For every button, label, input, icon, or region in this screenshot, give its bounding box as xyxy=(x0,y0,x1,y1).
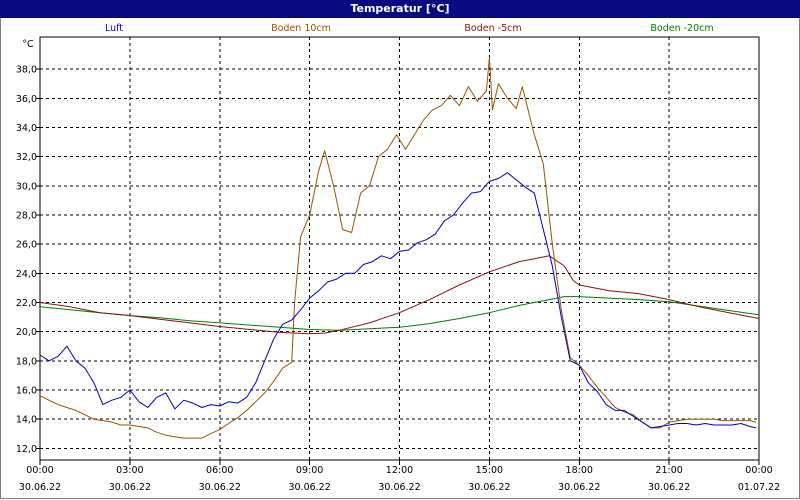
y-tick-label: 30,0 xyxy=(16,181,37,192)
y-tick-label: 22,0 xyxy=(16,298,37,309)
x-tick-label-date: 30.06.22 xyxy=(288,482,330,493)
chart-title: Temperatur [°C] xyxy=(0,0,800,18)
x-tick-label-time: 12:00 xyxy=(386,465,413,476)
y-tick-label: 18,0 xyxy=(16,356,37,367)
series-line-boden-5cm xyxy=(39,255,760,335)
y-tick-label: 26,0 xyxy=(16,240,37,251)
legend-item-luft: Luft xyxy=(105,23,123,34)
y-tick-label: 14,0 xyxy=(16,415,37,426)
y-tick-label: 24,0 xyxy=(16,269,37,280)
x-tick-label-date: 30.06.22 xyxy=(109,482,151,493)
y-tick-label: 28,0 xyxy=(16,210,37,221)
x-tick-label-date: 30.06.22 xyxy=(648,482,690,493)
x-tick-label-time: 09:00 xyxy=(296,465,323,476)
legend-item-boden-5cm: Boden -5cm xyxy=(464,23,521,34)
x-tick-label-time: 03:00 xyxy=(116,465,143,476)
x-tick-label-time: 00:00 xyxy=(745,465,772,476)
x-tick-label-date: 30.06.22 xyxy=(558,482,600,493)
grid-lines xyxy=(40,37,759,460)
y-tick-labels: 12,0 14,0 16,0 18,0 20,0 22,0 24,0 26,0 28,0 30,0… xyxy=(16,39,37,455)
y-tick-label: 12,0 xyxy=(16,444,37,455)
x-tick-label-time: 00:00 xyxy=(26,465,53,476)
y-tick-label: 20,0 xyxy=(16,327,37,338)
y-tick-label: 16,0 xyxy=(16,385,37,396)
axes xyxy=(36,36,760,465)
y-tick-label: 38,0 xyxy=(16,65,37,76)
series-lines xyxy=(39,56,760,439)
series-line-luft xyxy=(39,172,757,429)
x-tick-label-time: 21:00 xyxy=(655,465,682,476)
x-tick-label-date: 30.06.22 xyxy=(378,482,420,493)
y-tick-label: 32,0 xyxy=(16,152,37,163)
x-tick-label-date: 30.06.22 xyxy=(468,482,510,493)
y-tick-label: 36,0 xyxy=(16,94,37,105)
x-tick-label-time: 15:00 xyxy=(476,465,503,476)
x-tick-label-time: 18:00 xyxy=(566,465,593,476)
x-tick-label-date: 30.06.22 xyxy=(199,482,241,493)
x-tick-label-date: 01.07.22 xyxy=(738,482,780,493)
x-tick-label-time: 06:00 xyxy=(206,465,233,476)
x-tick-labels: 00:00 30.06.22 03:00 30.06.22 06:00 30.06.22 0… xyxy=(19,465,780,493)
chart-frame: 12,0 14,0 16,0 18,0 20,0 22,0 24,0 26,0 28,0 30,0… xyxy=(0,18,800,499)
series-line-boden-20cm xyxy=(39,296,760,331)
temperature-chart: 12,0 14,0 16,0 18,0 20,0 22,0 24,0 26,0 28,0 30,0… xyxy=(16,23,780,493)
legend: Luft Boden 10cm Boden -5cm Boden -20cm xyxy=(105,23,714,34)
y-unit-label: °C xyxy=(22,39,34,50)
legend-item-boden-20cm: Boden -20cm xyxy=(650,23,713,34)
plot-border xyxy=(39,36,760,461)
series-line-boden-10cm xyxy=(39,56,757,439)
legend-item-boden-10cm: Boden 10cm xyxy=(271,23,331,34)
y-tick-label: 34,0 xyxy=(16,123,37,134)
x-tick-label-date: 30.06.22 xyxy=(19,482,61,493)
